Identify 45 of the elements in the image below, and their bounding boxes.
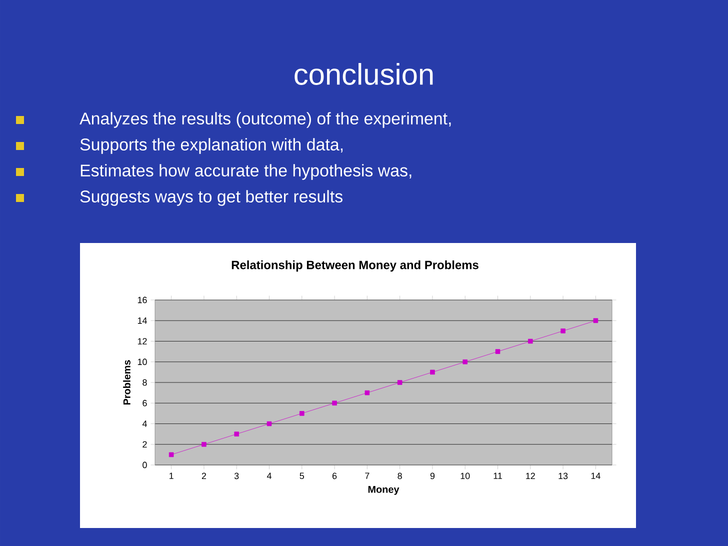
- y-tick-label: 12: [138, 338, 147, 344]
- y-tick-label: 14: [138, 318, 147, 324]
- point: [593, 318, 598, 323]
- point: [202, 442, 206, 447]
- text: Suggests ways to get better results: [80, 190, 342, 206]
- point: [560, 328, 566, 334]
- y-axis-title: Problems: [123, 360, 130, 405]
- x-tick-label: 8: [398, 472, 402, 480]
- point: [528, 338, 533, 344]
- text: Analyzes the results (outcome) of the experiment,: [80, 112, 451, 128]
- point: [364, 390, 370, 396]
- y-tick-label: 4: [142, 420, 147, 427]
- x-tick-label: 1: [170, 472, 174, 479]
- y-tick-label: 0: [142, 462, 147, 468]
- x-tick-label: 7: [365, 472, 370, 479]
- x-tick-label: 11: [494, 472, 502, 479]
- x-tick-label: 2: [202, 472, 206, 480]
- x-tick-label: 9: [430, 472, 435, 480]
- x-tick-label: 12: [526, 472, 535, 480]
- point: [397, 380, 402, 385]
- x-tick-label: 14: [591, 472, 600, 479]
- text: Supports the explanation with data,: [80, 138, 343, 154]
- point: [462, 359, 468, 364]
- y-tick-label: 8: [142, 379, 147, 386]
- x-tick-label: 6: [332, 472, 337, 480]
- point: [168, 452, 174, 458]
- y-tick-label: 6: [142, 400, 147, 406]
- point: [300, 411, 304, 416]
- x-tick-label: 4: [266, 472, 272, 479]
- point: [430, 370, 435, 375]
- point: [332, 400, 337, 406]
- x-axis-title: Money: [368, 486, 400, 495]
- point: [234, 432, 240, 436]
- chart-title: Relationship Between Money and Problems: [232, 260, 478, 272]
- point: [495, 349, 500, 354]
- x-tick-label: 13: [558, 472, 568, 480]
- x-tick-label: 10: [460, 472, 470, 480]
- text: conclusion: [294, 63, 433, 85]
- y-tick-label: 16: [138, 296, 147, 304]
- y-tick-label: 10: [138, 358, 147, 366]
- text: Estimates how accurate the hypothesis was,: [80, 164, 412, 180]
- y-tick-label: 2: [142, 441, 147, 448]
- x-tick-label: 3: [234, 472, 239, 480]
- point: [266, 421, 272, 426]
- x-tick-label: 5: [300, 472, 304, 480]
